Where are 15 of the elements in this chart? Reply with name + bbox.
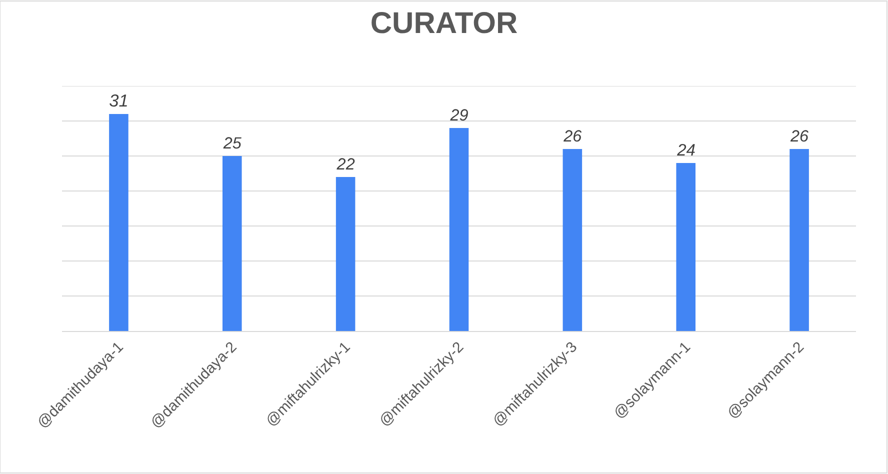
chart-title: CURATOR [370,6,518,40]
bar [336,177,356,331]
bar [222,156,242,331]
data-label: 26 [790,128,810,146]
bar [449,128,469,331]
data-label: 25 [222,134,242,153]
data-label: 29 [449,106,468,125]
data-label: 22 [336,156,355,174]
data-label: 31 [109,90,128,110]
bar [790,149,809,331]
data-label: 24 [676,140,696,160]
data-label: 26 [562,128,583,146]
bar [562,149,582,331]
bar [676,163,696,331]
bar [109,114,128,331]
